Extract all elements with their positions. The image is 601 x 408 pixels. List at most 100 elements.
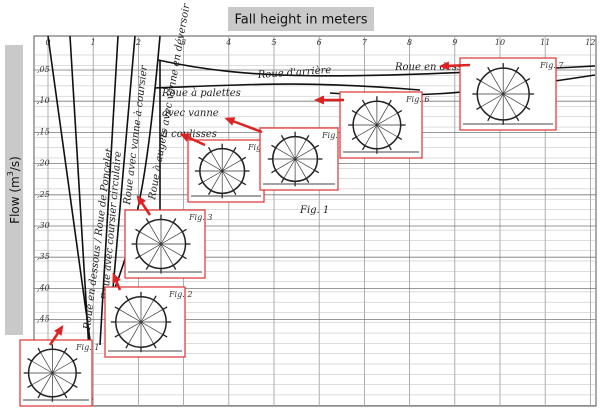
wheel-paddle [27, 358, 33, 362]
curve-label: Roue d'arrière [256, 65, 331, 81]
wheel-spoke [31, 360, 53, 374]
inset: Fig. 5 [224, 117, 345, 191]
wheel-paddle [232, 190, 237, 195]
wheel-paddle [162, 334, 168, 338]
y-axis-label: Flow (m3/s) [6, 156, 22, 224]
wheel-spoke [202, 159, 223, 172]
wheel-spoke [356, 112, 378, 126]
x-tick-label: 0 [45, 38, 50, 47]
wheel-spoke [148, 243, 162, 266]
figure-caption: Fig. 1 [299, 205, 329, 216]
wheel-paddle [271, 169, 277, 174]
wheel-spoke [356, 124, 378, 138]
arrow [229, 118, 263, 134]
arrow-head [112, 272, 121, 284]
wheel-spoke [275, 147, 296, 160]
wheel-spoke [283, 158, 296, 179]
wheel-spoke [489, 71, 504, 95]
inset-label: Fig. 1 [75, 343, 99, 352]
x-tick-label: 7 [362, 38, 368, 47]
wheel-paddle [314, 144, 320, 149]
inset: Fig. 6 [314, 91, 429, 159]
wheel-paddle [145, 264, 150, 270]
wheel-spoke [480, 93, 504, 108]
x-tick-label: 10 [495, 38, 505, 47]
wheel-paddle [476, 106, 482, 111]
wheel-paddle [525, 106, 531, 111]
wheel-paddle [305, 135, 310, 140]
wheel-spoke [503, 80, 526, 95]
inset-label: Fig. 2 [168, 290, 192, 299]
grid [34, 36, 596, 406]
curve [111, 35, 136, 301]
wheel-spoke [140, 309, 163, 323]
wheel-paddle [181, 228, 187, 233]
wheel-spoke [160, 243, 183, 257]
wheel-spoke [140, 321, 163, 335]
wheel-spoke [160, 222, 174, 245]
wheel-spoke [283, 139, 296, 160]
arrow [444, 63, 471, 68]
wheel-paddle [172, 218, 177, 224]
wheel-spoke [202, 170, 223, 183]
wheel-spoke [376, 104, 390, 126]
wheel-paddle [145, 218, 150, 224]
curve [99, 35, 119, 346]
wheel-spoke [52, 372, 74, 386]
wheel-spoke [140, 300, 154, 323]
wheel-paddle [181, 255, 187, 260]
wheel-paddle [162, 306, 168, 310]
wheel-paddle [37, 393, 42, 399]
wheel-spoke [139, 231, 162, 245]
wheel-paddle [27, 384, 33, 388]
wheel-spoke [294, 158, 315, 171]
inset: Fig. 7 [439, 57, 564, 131]
header-title: Fall height in meters [234, 13, 367, 28]
axis-label-box [5, 45, 23, 335]
wheel-spoke [364, 124, 378, 146]
wheel-spoke [52, 360, 74, 374]
wheel-spoke [119, 321, 142, 335]
x-tick-label: 8 [407, 38, 412, 47]
wheel-paddle [63, 393, 68, 399]
wheel-paddle [125, 295, 129, 301]
wheel-paddle [397, 136, 403, 140]
wheel-paddle [172, 264, 177, 270]
wheel-spoke [503, 93, 526, 108]
inset: Fig. 3 [124, 195, 212, 279]
wheel-spoke [480, 80, 504, 95]
wheel-spoke [52, 372, 65, 394]
wheel-spoke [376, 112, 398, 126]
arrow-head [54, 325, 64, 336]
wheel-paddle [515, 66, 520, 72]
wheel-spoke [210, 170, 223, 191]
wheel-paddle [305, 178, 310, 183]
arrow-head [224, 117, 236, 126]
wheel-paddle [135, 228, 141, 233]
wheel-paddle [487, 116, 491, 122]
wheel-paddle [280, 135, 285, 140]
wheel-paddle [271, 144, 277, 149]
x-tick-label: 2 [135, 38, 141, 47]
wheel-paddle [515, 116, 520, 122]
wheel-spoke [489, 93, 504, 117]
x-tick-label: 4 [225, 38, 231, 47]
curve [69, 35, 93, 401]
y-tick-label: ,35 [37, 252, 50, 261]
wheel-paddle [241, 181, 247, 186]
wheel-paddle [207, 147, 212, 152]
arrow-head [136, 195, 146, 206]
wheel-paddle [114, 334, 120, 338]
wheel-spoke [294, 147, 315, 160]
wheel-paddle [72, 384, 78, 388]
wheel-paddle [125, 343, 129, 349]
inset-label: Fig. 6 [405, 95, 429, 104]
wheel-spoke [221, 151, 234, 172]
wheel-spoke [502, 71, 517, 95]
wheel-paddle [153, 295, 157, 301]
y-axis-label-main: Flow (m [8, 176, 22, 224]
wheel-spoke [221, 170, 234, 191]
wheel-spoke [128, 321, 142, 344]
wheel-paddle [37, 347, 42, 353]
